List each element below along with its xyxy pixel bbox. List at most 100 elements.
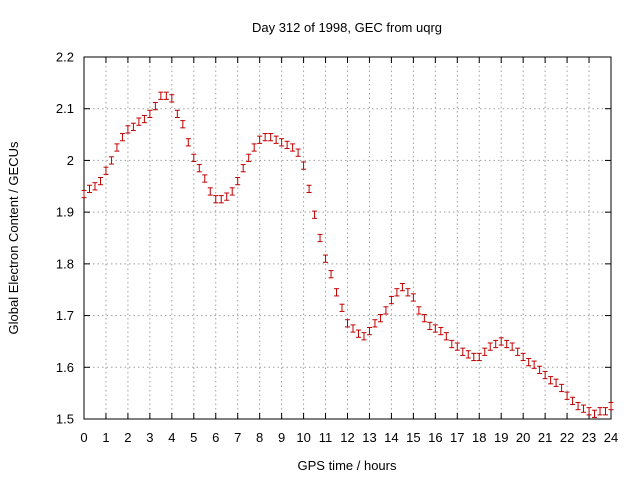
data-point: [202, 174, 208, 183]
data-point: [526, 357, 532, 367]
x-tick-label: 22: [560, 430, 574, 445]
axis-ticks: [83, 56, 612, 420]
data-point: [257, 135, 263, 144]
x-tick-label: 16: [428, 430, 442, 445]
data-point: [520, 352, 526, 362]
data-point: [306, 184, 312, 193]
data-point: [345, 319, 350, 328]
data-point: [86, 184, 92, 193]
data-point: [114, 143, 120, 152]
y-tick-label: 1.8: [56, 256, 74, 271]
data-point: [290, 143, 296, 152]
data-point: [229, 187, 235, 196]
x-tick-label: 14: [384, 430, 398, 445]
x-tick-label: 0: [80, 430, 87, 445]
data-point: [553, 378, 559, 387]
data-point: [394, 288, 400, 297]
data-point: [207, 187, 213, 196]
x-tick-label: 9: [278, 430, 285, 445]
y-tick-labels: 1.5 1.6 1.7 1.8 1.9 2 2.1 2.2: [56, 50, 74, 427]
data-point: [509, 342, 515, 351]
data-point: [559, 383, 565, 393]
y-tick-label: 1.7: [56, 308, 74, 323]
data-point: [454, 342, 460, 351]
data-point: [268, 133, 274, 142]
data-point: [570, 396, 576, 406]
data-point: [361, 332, 367, 341]
data-point: [355, 329, 361, 338]
data-point: [158, 91, 164, 100]
data-point: [372, 319, 378, 328]
data-point: [97, 176, 103, 186]
data-point: [383, 306, 389, 315]
data-point: [169, 94, 175, 103]
data-point: [405, 288, 411, 297]
data-point: [597, 407, 603, 416]
data-point: [224, 192, 230, 201]
data-point: [218, 195, 224, 204]
x-tick-label: 21: [538, 430, 552, 445]
data-point: [136, 117, 142, 126]
data-point: [334, 288, 340, 297]
data-point: [130, 122, 136, 131]
y-tick-label: 2.1: [56, 101, 74, 116]
data-point: [537, 365, 543, 374]
data-point: [339, 303, 345, 312]
data-point: [416, 306, 422, 315]
x-tick-label: 24: [604, 430, 618, 445]
data-point: [119, 133, 125, 142]
data-point: [317, 233, 323, 243]
data-point: [421, 314, 427, 323]
data-point: [163, 91, 169, 100]
data-point: [603, 407, 609, 416]
x-tick-label: 13: [362, 430, 376, 445]
data-point: [531, 360, 537, 369]
data-point: [575, 401, 581, 411]
data-point: [185, 138, 191, 147]
data-point: [246, 153, 252, 162]
data-point: [460, 347, 466, 356]
data-point: [279, 138, 285, 147]
x-tick-label: 17: [450, 430, 464, 445]
data-point: [92, 182, 98, 191]
data-point: [438, 326, 444, 336]
data-point: [515, 347, 521, 356]
x-tick-label: 20: [516, 430, 530, 445]
data-point: [350, 324, 356, 333]
data-point: [564, 391, 570, 400]
data-point: [410, 293, 416, 302]
x-tick-labels: 0 1 2 3 4 5 6 7 8 9 10 11 12 13 14 15 16 17 18 19 20 21 22 23 24: [80, 430, 618, 445]
x-tick-label: 1: [102, 430, 109, 445]
data-point: [174, 109, 180, 119]
x-tick-label: 8: [256, 430, 263, 445]
data-point: [432, 324, 438, 333]
data-point: [240, 164, 246, 173]
x-tick-label: 4: [168, 430, 175, 445]
data-point: [191, 153, 197, 162]
data-point: [147, 109, 153, 119]
y-tick-label: 2.2: [56, 50, 74, 65]
data-point: [476, 352, 482, 362]
x-tick-label: 15: [406, 430, 420, 445]
data-point: [328, 270, 334, 279]
data-point: [366, 326, 372, 336]
data-point: [482, 347, 488, 356]
data-point: [108, 156, 114, 165]
data-point: [498, 337, 504, 346]
chart-title: Day 312 of 1998, GEC from uqrg: [252, 20, 442, 35]
data-point: [465, 350, 471, 359]
data-point: [196, 164, 202, 173]
data-point: [213, 195, 219, 204]
data-point: [301, 161, 307, 170]
x-axis-label: GPS time / hours: [298, 458, 397, 473]
data-point: [103, 166, 109, 175]
data-point: [262, 133, 268, 142]
data-point: [152, 102, 158, 111]
y-tick-label: 1.9: [56, 205, 74, 220]
x-tick-label: 11: [319, 430, 333, 445]
data-point: [548, 376, 554, 385]
data-point: [581, 404, 587, 413]
data-point: [443, 332, 449, 341]
grid: [84, 57, 611, 419]
